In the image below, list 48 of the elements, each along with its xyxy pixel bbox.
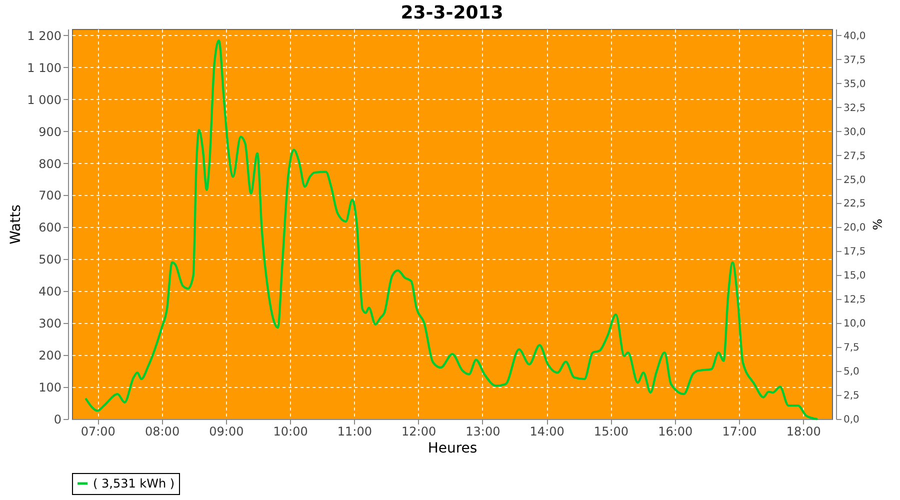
- y2-tick-label: 12,5: [844, 294, 866, 306]
- x-tick-label: 17:00: [722, 424, 757, 438]
- y-axis-title: Watts: [8, 204, 24, 244]
- y2-tick-label: 5,0: [844, 366, 860, 378]
- x-tick-label: 10:00: [273, 424, 308, 438]
- y-tick-label: 1 000: [27, 92, 62, 107]
- y2-tick-label: 25,0: [844, 174, 866, 186]
- y2-tick-label: 30,0: [844, 126, 866, 138]
- y2-tick-label: 22,5: [844, 198, 866, 210]
- y-tick-label: 300: [38, 316, 62, 331]
- y-tick-label: 800: [38, 156, 62, 171]
- y-tick-label: 700: [38, 188, 62, 203]
- y-tick-label: 400: [38, 284, 62, 299]
- y-tick-label: 0: [54, 412, 62, 426]
- legend-label: ( 3,531 kWh ): [93, 476, 175, 490]
- x-tick-label: 12:00: [402, 424, 436, 438]
- x-tick-label: 18:00: [786, 424, 821, 438]
- x-tick-label: 16:00: [658, 424, 693, 438]
- y2-tick-label: 7,5: [844, 342, 860, 354]
- y2-tick-label: 0,0: [844, 414, 860, 426]
- x-tick-label: 15:00: [594, 424, 629, 438]
- y-tick-label: 900: [38, 124, 62, 139]
- y2-tick-label: 2,5: [844, 390, 860, 402]
- y2-axis-title: %: [870, 218, 884, 230]
- y2-tick-label: 20,0: [844, 222, 866, 234]
- y2-tick-label: 10,0: [844, 318, 866, 330]
- y2-tick-label: 40,0: [844, 30, 866, 42]
- y-tick-label: 600: [38, 220, 62, 235]
- y2-tick-label: 15,0: [844, 270, 866, 282]
- y2-tick-label: 27,5: [844, 150, 866, 162]
- y-tick-label: 100: [38, 380, 62, 395]
- x-tick-label: 13:00: [466, 424, 500, 438]
- y-tick-label: 1 100: [27, 60, 62, 75]
- x-tick-label: 07:00: [80, 424, 116, 438]
- x-tick-label: 11:00: [337, 424, 372, 438]
- y-tick-label: 1 200: [27, 28, 62, 43]
- x-tick-label: 14:00: [530, 424, 564, 438]
- y-tick-label: 200: [38, 348, 62, 363]
- x-tick-label: 09:00: [209, 424, 244, 438]
- y-tick-label: 500: [38, 252, 62, 267]
- y2-tick-label: 35,0: [844, 78, 866, 90]
- y2-tick-label: 32,5: [844, 102, 866, 114]
- x-tick-label: 08:00: [144, 424, 180, 438]
- y2-tick-label: 37,5: [844, 54, 866, 66]
- y2-tick-label: 17,5: [844, 246, 866, 258]
- x-axis-title: Heures: [428, 440, 478, 456]
- chart-title: 23-3-2013: [400, 2, 504, 24]
- line-series: [85, 39, 818, 420]
